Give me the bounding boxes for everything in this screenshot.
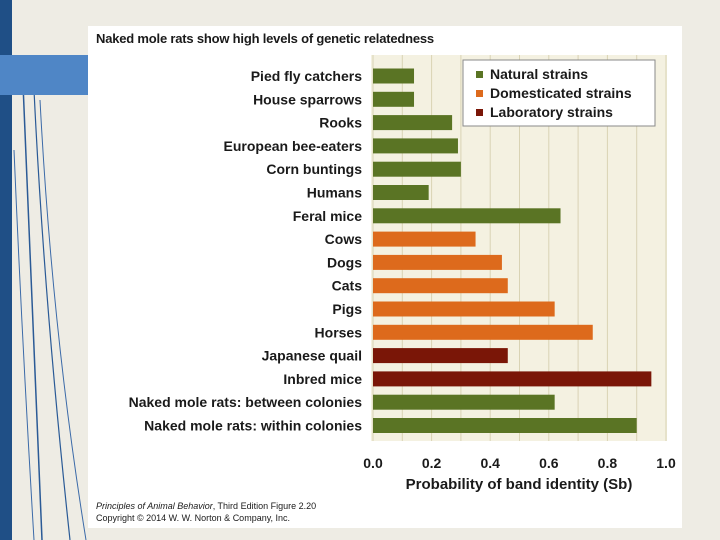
copyright-notice: Copyright © 2014 W. W. Norton & Company,… <box>96 513 291 523</box>
bar-corn-buntings <box>373 161 461 177</box>
category-label: Pied fly catchers <box>251 68 362 84</box>
bar-japanese-quail <box>373 348 508 364</box>
x-tick-label: 0.0 <box>363 455 383 471</box>
category-label: Corn buntings <box>266 161 362 177</box>
x-tick-labels: 0.0 0.2 0.4 0.6 0.8 1.0 <box>363 455 676 471</box>
legend-label-domesticated: Domesticated strains <box>490 85 632 101</box>
category-label: European bee-eaters <box>224 138 363 154</box>
book-title: Principles of Animal Behavior <box>96 501 213 511</box>
category-label: Naked mole rats: within colonies <box>144 418 362 434</box>
decorative-curve <box>13 149 35 540</box>
bar-house-sparrows <box>373 91 415 107</box>
bar-rooks <box>373 115 453 131</box>
category-label: Feral mice <box>293 208 362 224</box>
bar-cats <box>373 278 508 294</box>
edition-figure: , Third Edition Figure 2.20 <box>212 501 317 511</box>
x-axis-label: Probability of band identity (Sb) <box>406 476 633 493</box>
category-label: House sparrows <box>253 91 362 107</box>
chart-title: Naked mole rats show high levels of gene… <box>96 31 434 46</box>
category-label: Horses <box>315 324 363 340</box>
bar-horses <box>373 324 593 340</box>
figure-credit: Principles of Animal Behavior, Third Edi… <box>96 501 316 511</box>
category-label: Humans <box>307 185 362 201</box>
category-label: Japanese quail <box>262 348 362 364</box>
decorative-curve <box>33 89 71 540</box>
category-label: Rooks <box>319 115 362 131</box>
category-label: Pigs <box>332 301 362 317</box>
left-edge-band <box>0 0 12 540</box>
bar-humans <box>373 185 429 200</box>
x-tick-label: 0.6 <box>539 455 559 471</box>
legend-label-natural: Natural strains <box>490 66 588 82</box>
bar-pied-fly-catchers <box>373 68 415 84</box>
bar-cows <box>373 231 476 247</box>
legend-label-laboratory: Laboratory strains <box>490 104 613 120</box>
legend: Natural strains Domesticated strains Labor… <box>462 59 656 127</box>
x-tick-label: 0.8 <box>598 455 618 471</box>
legend-swatch-domesticated <box>476 90 483 97</box>
category-label: Inbred mice <box>283 371 362 387</box>
category-labels: Pied fly catchers House sparrows Rooks Euro… <box>129 68 363 434</box>
legend-box <box>462 59 656 127</box>
category-label: Naked mole rats: between colonies <box>129 394 363 410</box>
category-label: Dogs <box>327 254 362 270</box>
legend-swatch-laboratory <box>476 109 483 116</box>
accent-bar <box>0 55 92 95</box>
x-tick-label: 0.2 <box>422 455 442 471</box>
category-label: Cows <box>325 231 363 247</box>
legend-swatch-natural <box>476 71 483 78</box>
bar-pigs <box>373 301 555 317</box>
decorative-curve <box>39 99 87 540</box>
bar-feral-mice <box>373 208 561 224</box>
bar-inbred-mice <box>373 371 652 387</box>
bar-european-bee-eaters <box>373 138 458 154</box>
x-tick-label: 0.4 <box>480 455 500 471</box>
decorative-curve <box>21 59 43 540</box>
bar-dogs <box>373 254 502 270</box>
bar-naked-mole-rats-within-colonies <box>373 418 637 433</box>
bars <box>373 68 652 433</box>
category-label: Cats <box>332 278 363 294</box>
bar-naked-mole-rats-between-colonies <box>373 394 555 410</box>
x-tick-label: 1.0 <box>656 455 676 471</box>
